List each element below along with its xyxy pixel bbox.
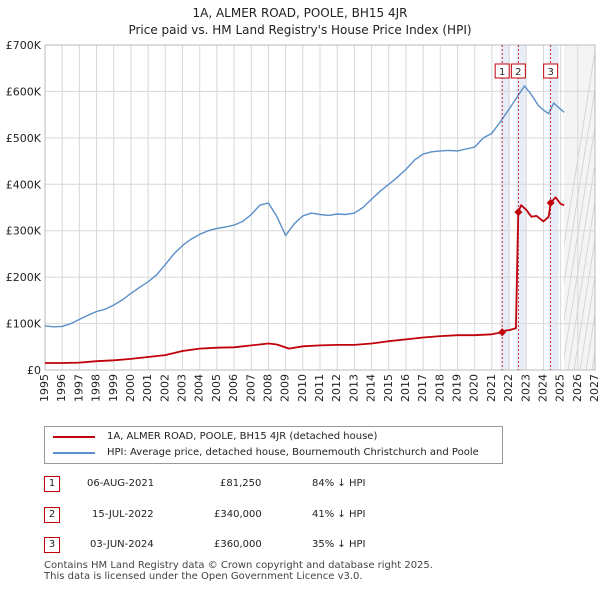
x-tick-label: 2014 — [365, 374, 378, 402]
x-tick-label: 2022 — [502, 374, 515, 402]
x-tick-label: 2007 — [244, 374, 257, 402]
sale-highlight-band — [548, 45, 559, 370]
sale-badge: 3 — [44, 537, 60, 553]
x-tick-label: 2003 — [176, 374, 189, 402]
sale-number-box — [543, 63, 559, 79]
legend-swatch-hpi — [53, 451, 95, 454]
x-tick-label: 2006 — [227, 374, 240, 402]
sale-point — [546, 198, 555, 207]
y-tick-label: £400K — [6, 178, 42, 191]
y-tick-label: £500K — [6, 132, 42, 145]
projection-hatch — [579, 274, 595, 370]
sale-highlight-band — [516, 45, 527, 370]
sale-highlight-band — [500, 45, 511, 370]
x-tick-label: 2025 — [554, 374, 567, 402]
x-tick-label: 2026 — [571, 374, 584, 402]
footer: Contains HM Land Registry data © Crown c… — [44, 560, 433, 582]
x-tick-label: 2023 — [519, 374, 532, 402]
y-tick-label: £100K — [6, 318, 42, 331]
footer-license: This data is licensed under the Open Gov… — [44, 571, 363, 582]
legend-item-property: 1A, ALMER ROAD, POOLE, BH15 4JR (detache… — [53, 431, 377, 442]
sale-number-label: 3 — [547, 67, 553, 78]
legend: 1A, ALMER ROAD, POOLE, BH15 4JR (detache… — [44, 426, 503, 464]
hpi-line — [44, 85, 565, 328]
sale-point — [498, 328, 507, 337]
x-tick-label: 2016 — [399, 374, 412, 402]
sale-hpi-diff: 41% ↓ HPI — [312, 509, 366, 520]
x-tick-label: 2009 — [279, 374, 292, 402]
sale-date: 15-JUL-2022 — [92, 509, 154, 520]
legend-label-hpi: HPI: Average price, detached house, Bour… — [107, 447, 479, 458]
legend-label-property: 1A, ALMER ROAD, POOLE, BH15 4JR (detache… — [107, 431, 378, 442]
x-tick-label: 2002 — [158, 374, 171, 402]
x-tick-label: 2013 — [347, 374, 360, 402]
x-tick-label: 1999 — [107, 374, 120, 402]
sale-point — [514, 208, 523, 217]
sale-hpi-diff: 35% ↓ HPI — [312, 539, 366, 550]
chart-subtitle: Price paid vs. HM Land Registry's House … — [128, 23, 472, 37]
y-tick-label: £200K — [6, 271, 42, 284]
x-tick-label: 2015 — [382, 374, 395, 402]
x-tick-label: 2001 — [141, 374, 154, 402]
sale-number-box — [510, 63, 526, 79]
x-tick-label: 1998 — [90, 374, 103, 402]
x-tick-label: 2000 — [124, 374, 137, 402]
sale-price: £81,250 — [220, 478, 262, 489]
x-tick-label: 2024 — [536, 374, 549, 402]
x-tick-label: 2008 — [261, 374, 274, 402]
sale-date: 03-JUN-2024 — [90, 539, 154, 550]
x-tick-label: 2011 — [313, 374, 326, 402]
plot-frame — [44, 44, 596, 371]
projection-hatch — [564, 124, 595, 323]
property-price-line — [45, 196, 565, 364]
legend-item-hpi: HPI: Average price, detached house, Bour… — [53, 447, 479, 458]
sale-hpi-diff: 84% ↓ HPI — [312, 478, 366, 489]
projection-hatch — [564, 161, 595, 361]
x-tick-label: 2017 — [416, 374, 429, 402]
x-tick-label: 2004 — [193, 374, 206, 402]
legend-swatch-property — [53, 435, 95, 438]
y-tick-label: £300K — [6, 225, 42, 238]
sale-price: £340,000 — [214, 509, 262, 520]
projection-hatch — [564, 49, 595, 248]
x-tick-label: 2019 — [451, 374, 464, 402]
projection-hatch — [573, 236, 595, 370]
x-tick-label: 1995 — [38, 374, 51, 402]
sale-badge: 1 — [44, 476, 60, 492]
x-tick-label: 2018 — [433, 374, 446, 402]
y-tick-label: £0 — [27, 364, 41, 377]
x-tick-label: 2021 — [485, 374, 498, 402]
projection-region — [564, 45, 595, 370]
y-tick-label: £700K — [6, 39, 42, 52]
x-tick-label: 1997 — [72, 374, 85, 402]
sale-number-label: 1 — [499, 67, 505, 78]
projection-hatch — [564, 86, 595, 286]
y-tick-label: £600K — [6, 85, 42, 98]
price-chart: £0 £100K £200K £300K £400K £500K £600K £700K 199… — [6, 39, 600, 402]
sale-date: 06-AUG-2021 — [87, 478, 155, 489]
sale-number-box — [494, 63, 510, 79]
x-tick-label: 1996 — [55, 374, 68, 402]
x-tick-label: 2005 — [210, 374, 223, 402]
footer-copyright: Contains HM Land Registry data © Crown c… — [44, 560, 433, 571]
chart-title-address: 1A, ALMER ROAD, POOLE, BH15 4JR — [192, 6, 408, 20]
x-tick-label: 2010 — [296, 374, 309, 402]
sale-badge: 2 — [44, 507, 60, 523]
x-tick-label: 2027 — [588, 374, 600, 402]
sale-number-label: 2 — [515, 67, 521, 78]
x-tick-label: 2020 — [468, 374, 481, 402]
x-tick-label: 2012 — [330, 374, 343, 402]
sale-price: £360,000 — [214, 539, 262, 550]
